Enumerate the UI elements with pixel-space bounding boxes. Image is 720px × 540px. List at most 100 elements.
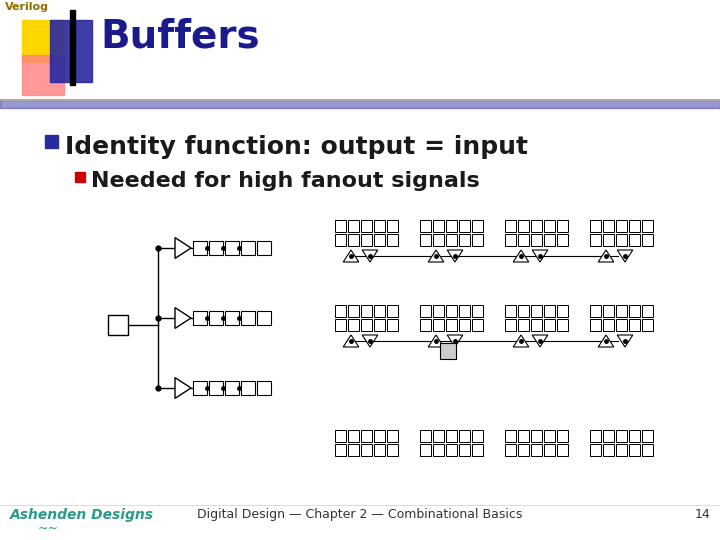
Bar — [603, 430, 614, 442]
Bar — [257, 311, 271, 325]
Bar — [642, 444, 653, 456]
Polygon shape — [362, 250, 378, 262]
Bar — [193, 241, 207, 255]
Bar — [361, 444, 372, 456]
Bar — [387, 234, 398, 246]
Bar — [22, 55, 64, 95]
Bar — [603, 305, 614, 317]
Bar — [629, 234, 640, 246]
Bar — [472, 220, 483, 232]
Bar — [603, 234, 614, 246]
Bar — [518, 305, 529, 317]
Bar — [518, 220, 529, 232]
Bar — [603, 319, 614, 331]
Bar — [544, 444, 555, 456]
Text: Verilog: Verilog — [5, 2, 49, 12]
Polygon shape — [343, 335, 359, 347]
Bar — [642, 305, 653, 317]
Bar — [616, 319, 627, 331]
Bar — [505, 444, 516, 456]
Bar — [590, 305, 601, 317]
Bar — [387, 319, 398, 331]
Bar — [459, 430, 470, 442]
Bar — [642, 234, 653, 246]
Polygon shape — [598, 250, 613, 262]
Bar — [348, 444, 359, 456]
Polygon shape — [175, 377, 191, 399]
Bar — [531, 319, 542, 331]
Bar — [557, 234, 568, 246]
Bar — [348, 234, 359, 246]
Bar — [518, 234, 529, 246]
Bar — [374, 444, 385, 456]
Bar — [590, 444, 601, 456]
Bar — [193, 311, 207, 325]
Polygon shape — [617, 250, 633, 262]
Bar — [544, 220, 555, 232]
Bar — [459, 220, 470, 232]
Bar — [459, 444, 470, 456]
Polygon shape — [447, 335, 463, 347]
Bar — [531, 220, 542, 232]
Bar — [361, 220, 372, 232]
Polygon shape — [343, 250, 359, 262]
Bar — [459, 305, 470, 317]
Bar — [472, 234, 483, 246]
Bar — [387, 444, 398, 456]
Bar — [446, 234, 457, 246]
Bar — [590, 430, 601, 442]
Bar — [335, 234, 346, 246]
Polygon shape — [428, 335, 444, 347]
Bar — [531, 305, 542, 317]
Text: ∼∼: ∼∼ — [38, 522, 59, 535]
Bar — [544, 430, 555, 442]
Bar — [209, 241, 223, 255]
Bar — [433, 319, 444, 331]
Text: Buffers: Buffers — [100, 18, 260, 56]
Bar — [472, 319, 483, 331]
Bar — [518, 319, 529, 331]
Polygon shape — [617, 335, 633, 347]
Bar — [108, 315, 128, 335]
Polygon shape — [447, 250, 463, 262]
Bar — [45, 135, 58, 148]
Bar — [387, 220, 398, 232]
Bar — [241, 241, 255, 255]
Bar — [335, 444, 346, 456]
Bar — [348, 319, 359, 331]
Bar — [557, 430, 568, 442]
Bar — [505, 430, 516, 442]
Bar — [629, 319, 640, 331]
Bar — [472, 444, 483, 456]
Bar — [348, 305, 359, 317]
Bar — [544, 305, 555, 317]
Polygon shape — [175, 308, 191, 328]
Bar — [374, 234, 385, 246]
Polygon shape — [513, 250, 528, 262]
Bar — [387, 430, 398, 442]
Bar — [257, 381, 271, 395]
Text: Needed for high fanout signals: Needed for high fanout signals — [91, 171, 480, 191]
Bar — [361, 305, 372, 317]
Bar — [505, 234, 516, 246]
Polygon shape — [175, 238, 191, 259]
Bar — [590, 319, 601, 331]
Bar — [335, 305, 346, 317]
Bar — [531, 430, 542, 442]
Bar — [257, 241, 271, 255]
Polygon shape — [532, 250, 548, 262]
Bar — [209, 311, 223, 325]
Polygon shape — [428, 250, 444, 262]
Bar — [642, 319, 653, 331]
Text: Digital Design — Chapter 2 — Combinational Basics: Digital Design — Chapter 2 — Combination… — [197, 508, 523, 521]
Bar — [440, 343, 456, 359]
Bar — [505, 305, 516, 317]
Bar — [241, 311, 255, 325]
Bar — [459, 234, 470, 246]
Bar — [361, 319, 372, 331]
Bar — [629, 305, 640, 317]
Bar — [22, 20, 64, 62]
Bar — [531, 234, 542, 246]
Text: Ashenden Designs: Ashenden Designs — [10, 508, 154, 522]
Polygon shape — [532, 335, 548, 347]
